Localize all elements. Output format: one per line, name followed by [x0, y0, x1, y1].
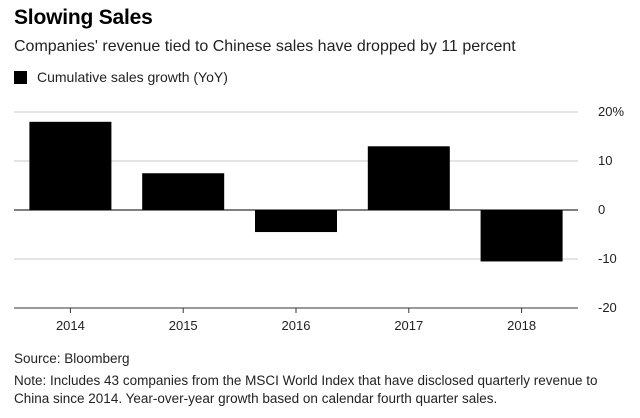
legend-swatch	[14, 70, 27, 84]
legend: Cumulative sales growth (YoY)	[14, 69, 228, 85]
chart-subtitle: Companies' revenue tied to Chinese sales…	[14, 38, 516, 55]
x-tick-label: 2014	[56, 318, 85, 333]
y-tick-label: 10	[598, 153, 612, 168]
x-tick-label: 2016	[282, 318, 311, 333]
x-tick-label: 2018	[507, 318, 536, 333]
bar-2014	[29, 121, 112, 210]
bar-chart: -20 -10 0 10 20% 2014 2015 2016 2017 2018	[14, 104, 624, 333]
y-tick-label: 0	[598, 202, 605, 217]
bar-layer	[29, 121, 563, 262]
y-tick-label: -10	[598, 251, 617, 266]
x-tick-label: 2015	[169, 318, 198, 333]
bar-2018	[480, 210, 563, 262]
bar-2017	[367, 146, 450, 210]
chart-title: Slowing Sales	[14, 6, 153, 29]
source-note: Source: Bloomberg	[14, 351, 130, 366]
footnote: Note: Includes 43 companies from the MSC…	[14, 373, 598, 406]
bar-2015	[142, 173, 225, 210]
y-tick-label: 20%	[598, 104, 624, 119]
x-tick-label: 2017	[394, 318, 423, 333]
legend-label: Cumulative sales growth (YoY)	[37, 69, 228, 85]
y-tick-label: -20	[598, 300, 617, 315]
bar-2016	[255, 210, 337, 233]
axis-layer: -20 -10 0 10 20% 2014 2015 2016 2017 2018	[14, 104, 624, 333]
